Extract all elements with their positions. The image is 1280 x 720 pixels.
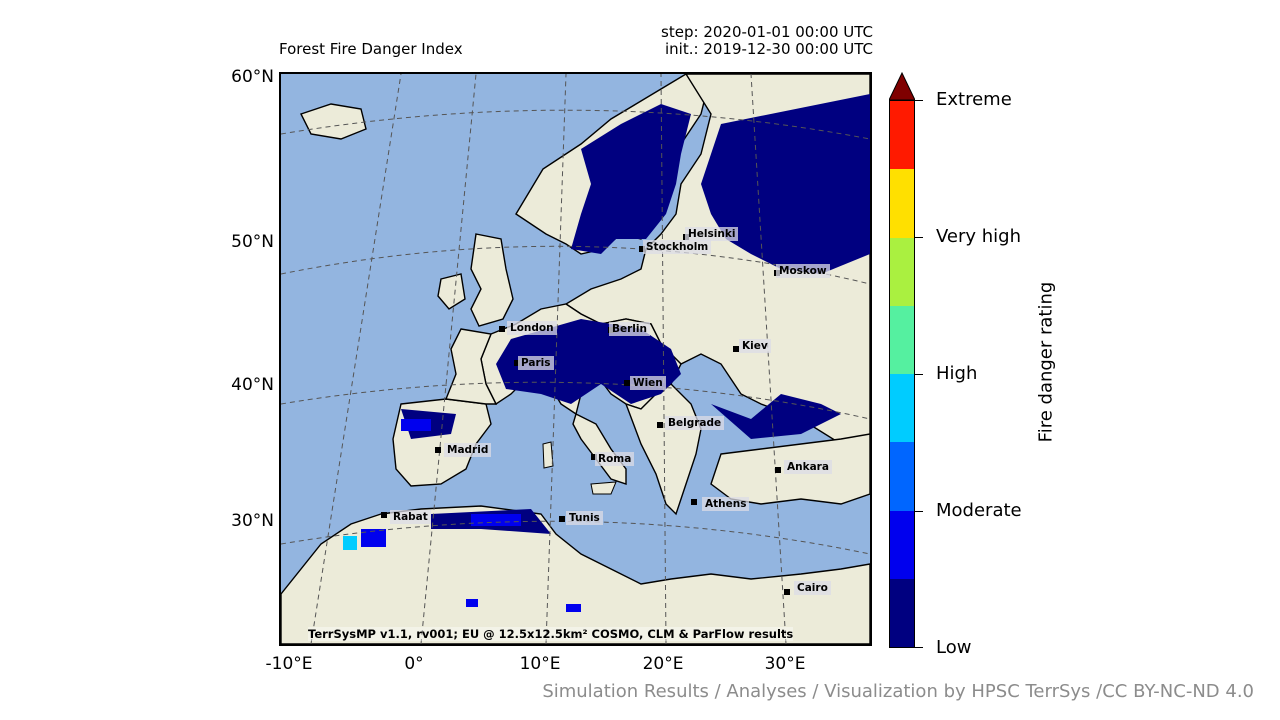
city-belgrade[interactable]: Belgrade [665, 416, 725, 430]
model-credit: TerrSysMP v1.1, rv001; EU @ 12.5x12.5km²… [308, 627, 794, 641]
cb-tick-moderate [915, 511, 923, 512]
low-russia [701, 94, 870, 274]
land-sicily [590, 481, 617, 495]
city-roma[interactable]: Roma [595, 452, 635, 466]
city-dot-athens [691, 499, 697, 505]
colorbar-segment [890, 442, 914, 511]
colorbar-segment [890, 237, 914, 306]
cb-tick-veryhigh [915, 237, 923, 238]
city-paris[interactable]: Paris [518, 356, 554, 370]
lat-label-40: 40°N [231, 375, 274, 395]
lon-label-30: 30°E [764, 654, 806, 674]
init-label: init.: 2019-12-30 00:00 UTC [665, 40, 873, 58]
colorbar-segment [890, 578, 914, 647]
city-dot-paris [514, 360, 520, 366]
city-madrid[interactable]: Madrid [444, 443, 492, 457]
city-dot-roma [591, 454, 597, 460]
colorbar-label-low: Low [936, 637, 972, 658]
city-dot-stockholm [639, 246, 645, 252]
lat-label-50: 50°N [231, 232, 274, 252]
city-dot-rabat [381, 512, 387, 518]
cb-tick-low [915, 647, 923, 648]
city-kiev[interactable]: Kiev [739, 339, 771, 353]
colorbar-extend-arrow [889, 72, 915, 101]
city-wien[interactable]: Wien [630, 376, 666, 390]
colorbar-label-high: High [936, 363, 978, 384]
map-panel[interactable]: Helsinki Stockholm Moskow London Berlin … [279, 72, 872, 646]
cb-tick-high [915, 374, 923, 375]
land-africa [281, 505, 870, 644]
cb-tick-extreme [915, 100, 923, 101]
lon-label-0: 0° [404, 654, 424, 674]
city-london[interactable]: London [507, 321, 557, 335]
city-dot-ankara [775, 467, 781, 473]
land-iceland [300, 103, 367, 140]
colorbar-segment [890, 169, 914, 238]
colorbar-segment [890, 374, 914, 443]
footer-attribution: Simulation Results / Analyses / Visualiz… [542, 681, 1254, 702]
city-dot-madrid [435, 447, 441, 453]
low-scandinavia [571, 104, 691, 254]
city-ankara[interactable]: Ankara [784, 460, 832, 474]
land-italy [572, 413, 627, 485]
graticule [281, 74, 870, 644]
colorbar-segment [890, 510, 914, 579]
colorbar-segment [890, 101, 914, 170]
city-athens[interactable]: Athens [702, 497, 750, 511]
colorbar-label-moderate: Moderate [936, 500, 1022, 521]
city-tunis[interactable]: Tunis [566, 511, 603, 525]
land-sardinia [542, 441, 554, 469]
city-moskow[interactable]: Moskow [776, 264, 830, 278]
city-helsinki[interactable]: Helsinki [685, 227, 739, 241]
colorbar-segment [890, 305, 914, 374]
fire-danger-high-areas [343, 536, 357, 550]
land-britain [470, 233, 514, 327]
fire-danger-moderate-areas [361, 419, 581, 612]
lon-label-20: 20°E [642, 654, 684, 674]
lon-label-m10: -10°E [265, 654, 313, 674]
land-ireland [437, 273, 466, 310]
colorbar-label-veryhigh: Very high [936, 226, 1022, 247]
city-stockholm[interactable]: Stockholm [643, 240, 712, 254]
lat-label-60: 60°N [231, 67, 274, 87]
colorbar-title: Fire danger rating [1035, 281, 1057, 443]
city-rabat[interactable]: Rabat [390, 510, 431, 524]
land-france [445, 328, 498, 405]
city-berlin[interactable]: Berlin [609, 322, 650, 336]
lat-label-30: 30°N [231, 511, 274, 531]
city-cairo[interactable]: Cairo [794, 581, 831, 595]
lon-label-10: 10°E [519, 654, 561, 674]
city-dot-wien [624, 380, 630, 386]
city-dot-tunis [559, 516, 565, 522]
city-dot-cairo [784, 589, 790, 595]
map-title: Forest Fire Danger Index [279, 40, 463, 58]
city-dot-belgrade [657, 422, 663, 428]
city-dot-kiev [733, 346, 739, 352]
colorbar-label-extreme: Extreme [936, 89, 1012, 110]
low-balkan-east [711, 394, 841, 439]
timestamp-block: step: 2020-01-01 00:00 UTC init.: 2019-1… [661, 24, 873, 58]
city-dot-london [499, 326, 505, 332]
map-svg [281, 74, 870, 644]
step-label: step: 2020-01-01 00:00 UTC [661, 23, 873, 41]
colorbar [889, 100, 915, 648]
